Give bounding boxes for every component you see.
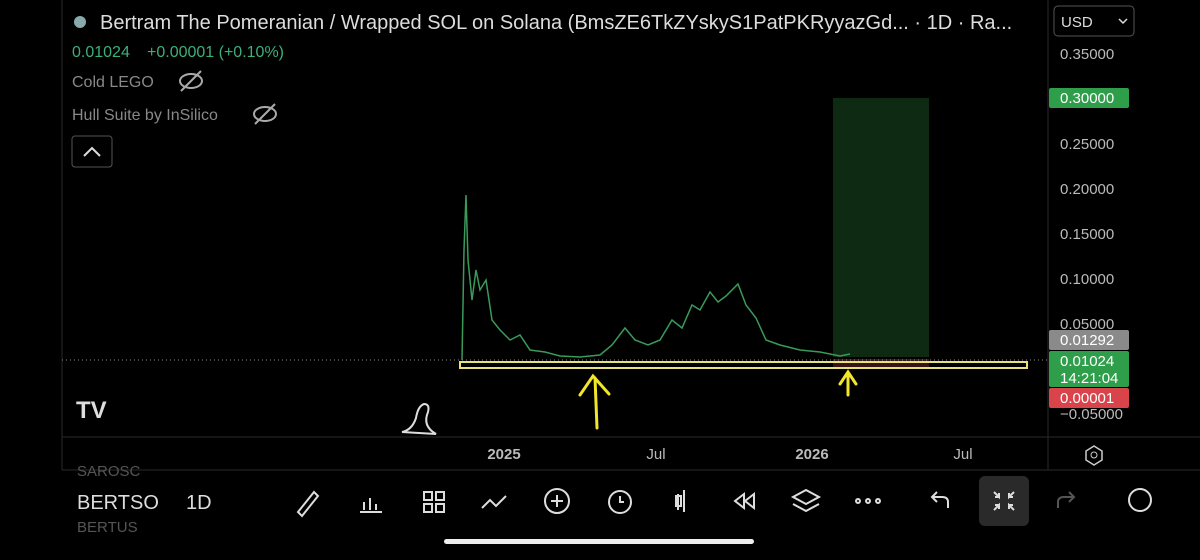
time-label: Jul xyxy=(646,446,665,463)
target-badge xyxy=(1049,88,1129,108)
price-label: 0.20000 xyxy=(1060,181,1114,198)
alert-icon[interactable] xyxy=(608,490,632,514)
draw-icon[interactable] xyxy=(296,490,320,518)
change: +0.00001 (+0.10%) xyxy=(147,44,284,61)
price-label: 0.35000 xyxy=(1060,46,1114,63)
loss-zone xyxy=(833,359,929,368)
arrow xyxy=(838,369,858,397)
title: Bertram The Pomeranian / Wrapped SOL on … xyxy=(100,12,1012,34)
time-label: Jul xyxy=(953,446,972,463)
time-label: 2026 xyxy=(795,446,828,463)
redo-icon[interactable] xyxy=(1057,491,1076,508)
settings-icon[interactable] xyxy=(1085,445,1103,466)
undo-icon[interactable] xyxy=(930,491,949,508)
chevron xyxy=(83,146,101,157)
compare-icon[interactable] xyxy=(481,495,507,509)
logo xyxy=(74,16,86,28)
profit-zone xyxy=(833,98,929,357)
fullscreen-button[interactable] xyxy=(979,476,1029,526)
brand-logo: TV xyxy=(76,397,107,424)
hide-icon[interactable] xyxy=(253,103,277,125)
indicator[interactable]: Cold LEGO xyxy=(72,74,154,91)
price-label: 0.15000 xyxy=(1060,226,1114,243)
high-badge xyxy=(1049,330,1129,350)
indicators-icon[interactable] xyxy=(360,498,382,513)
interval[interactable]: 1D xyxy=(186,492,212,514)
price: 0.01024 xyxy=(72,44,130,61)
hide-icon[interactable] xyxy=(179,70,203,92)
replay-icon[interactable] xyxy=(733,491,755,511)
symbol-partial: SAROSC xyxy=(77,463,141,480)
change-badge-text: 0.00001 xyxy=(1060,390,1114,407)
add-icon[interactable] xyxy=(544,488,570,514)
dynamic: 0.35000 0.30000 0.25000 0.20000 0.15000 0.100… xyxy=(487,46,1129,463)
currency-select[interactable] xyxy=(1053,5,1135,37)
price-label: 0.05000 xyxy=(1060,316,1114,333)
chevron xyxy=(1118,18,1128,25)
arrow xyxy=(578,373,611,430)
price-label: 0.10000 xyxy=(1060,271,1114,288)
time-label: 2025 xyxy=(487,446,520,463)
toolbar-icons xyxy=(296,488,949,518)
bulb-icon[interactable] xyxy=(1128,488,1152,512)
settings-icon xyxy=(1090,451,1098,459)
price-label: −0.05000 xyxy=(1060,406,1123,423)
last-badge xyxy=(1049,351,1129,387)
more-icon[interactable] xyxy=(855,498,861,504)
home-indicator xyxy=(444,539,754,544)
price-label: 0.25000 xyxy=(1060,136,1114,153)
support-box xyxy=(459,361,1028,369)
last-badge-text: 0.01024 xyxy=(1060,353,1114,370)
dino-icon[interactable] xyxy=(401,402,437,435)
change-badge xyxy=(1049,388,1129,408)
indicator[interactable]: Hull Suite by InSilico xyxy=(72,107,218,124)
candles-icon[interactable] xyxy=(675,490,685,512)
symbol-partial: BERTUS xyxy=(77,519,138,536)
countdown-text: 14:21:04 xyxy=(1060,370,1118,387)
high-badge-text: 0.01292 xyxy=(1060,332,1114,349)
price-series xyxy=(461,194,851,361)
symbol[interactable]: BERTSO xyxy=(77,492,159,514)
currency: USD xyxy=(1061,14,1093,31)
objects-icon[interactable] xyxy=(790,488,822,513)
layouts-icon[interactable] xyxy=(423,491,445,513)
minimize-icon xyxy=(993,491,1015,511)
collapse-button[interactable] xyxy=(71,135,113,168)
target-badge-text: 0.30000 xyxy=(1060,90,1114,107)
